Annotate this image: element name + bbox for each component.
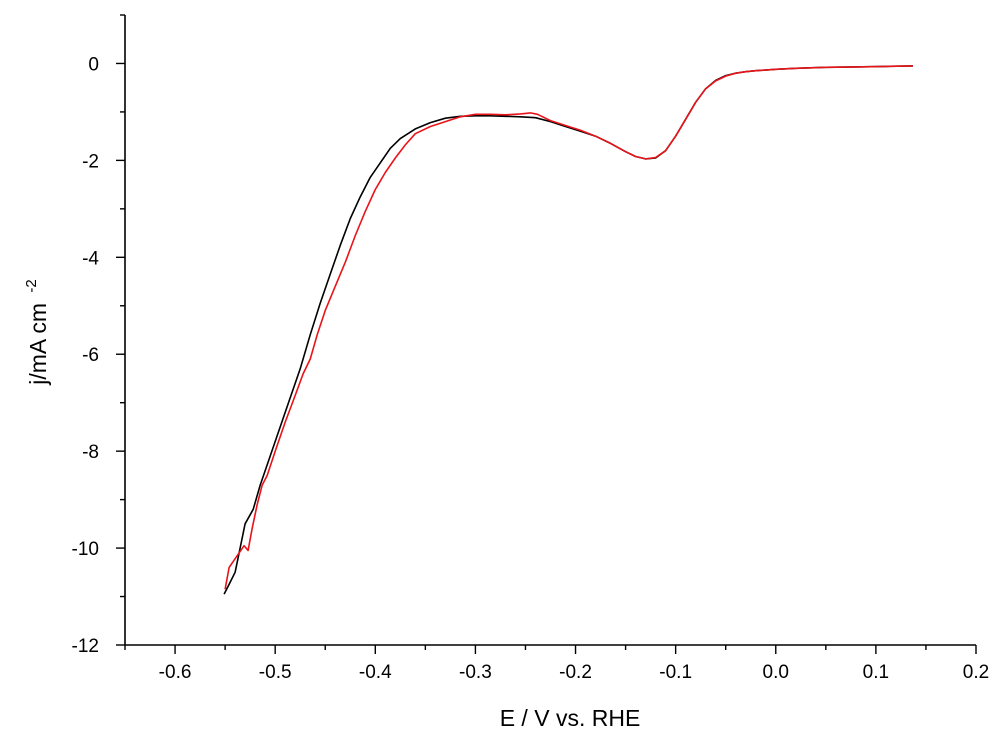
x-tick-label: -0.1	[659, 662, 692, 683]
x-axis-title: E / V vs. RHE	[500, 705, 641, 731]
x-tick-label: -0.4	[359, 662, 392, 683]
series-line-2	[224, 65, 913, 590]
y-axis-ticks: 0 -2 -4 -6 -8 -10 -12	[72, 14, 125, 657]
x-tick-label: -0.2	[559, 662, 592, 683]
y-axis-title-main: j/mA cm	[25, 303, 51, 386]
y-tick-label: -10	[72, 539, 99, 560]
y-tick-label: -12	[72, 636, 99, 657]
y-tick-label: -4	[82, 248, 99, 269]
series-group	[223, 65, 913, 595]
y-tick-label: 0	[88, 54, 99, 75]
x-tick-label: -0.6	[159, 662, 192, 683]
y-tick-label: -6	[82, 345, 99, 366]
y-axis-title-superscript: -2	[23, 279, 40, 292]
y-axis-title: j/mA cm -2	[23, 279, 51, 386]
x-tick-label: -0.3	[459, 662, 492, 683]
x-tick-label: 0.2	[963, 662, 989, 683]
axes	[124, 15, 976, 646]
x-tick-label: 0.0	[763, 662, 789, 683]
x-tick-label: 0.1	[863, 662, 889, 683]
series-line-1	[223, 65, 913, 595]
x-tick-label: -0.5	[259, 662, 292, 683]
x-axis-ticks: -0.6 -0.5 -0.4 -0.3 -0.2 -0.1 0.0 0.1 0.2	[124, 645, 989, 683]
y-tick-label: -2	[82, 151, 99, 172]
y-tick-label: -8	[82, 442, 99, 463]
